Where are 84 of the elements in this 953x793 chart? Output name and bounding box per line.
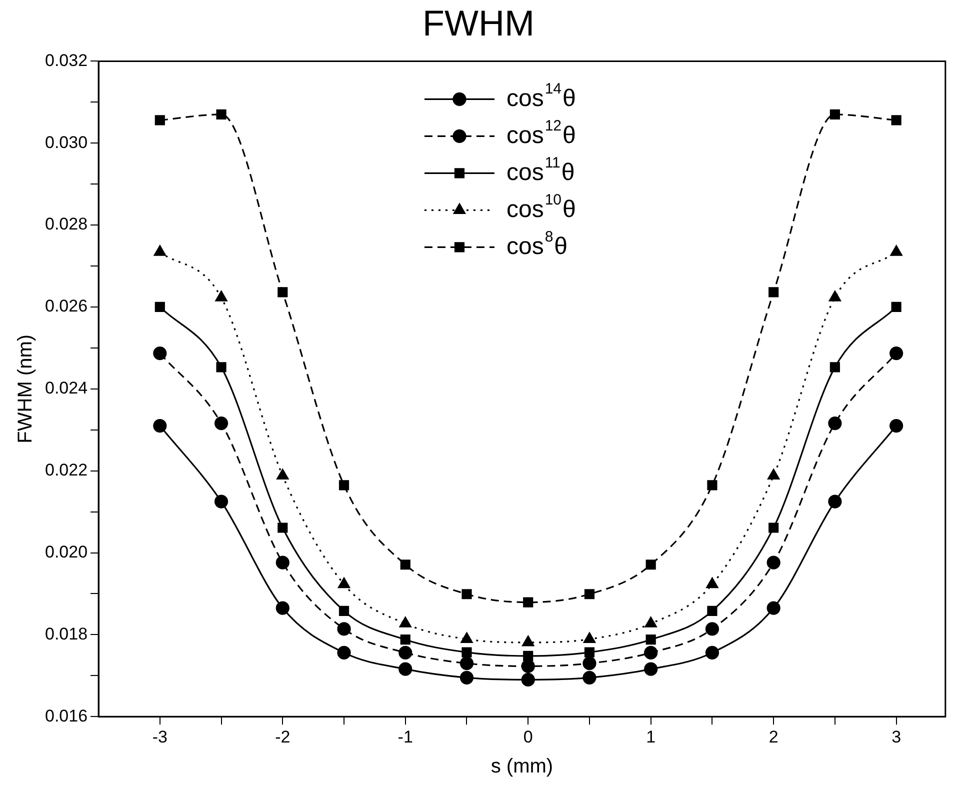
x-tick-label: -1 bbox=[398, 727, 413, 746]
point bbox=[460, 670, 474, 684]
point bbox=[891, 115, 902, 126]
point bbox=[828, 416, 842, 430]
point bbox=[338, 606, 350, 616]
point bbox=[705, 646, 720, 660]
point bbox=[154, 245, 166, 256]
point bbox=[644, 616, 657, 628]
point bbox=[830, 109, 840, 120]
y-axis-title: FWHM (nm) bbox=[14, 334, 37, 444]
point bbox=[462, 589, 472, 600]
y-tick-label: 0.016 bbox=[44, 706, 88, 726]
point bbox=[644, 646, 658, 660]
point bbox=[153, 418, 167, 433]
point bbox=[766, 601, 780, 615]
point bbox=[521, 659, 535, 674]
x-tick-label: 3 bbox=[892, 727, 902, 746]
point bbox=[154, 302, 165, 312]
point bbox=[338, 577, 350, 588]
point bbox=[828, 290, 841, 302]
point bbox=[521, 672, 535, 687]
point bbox=[584, 589, 595, 600]
point bbox=[216, 109, 226, 120]
point bbox=[214, 416, 228, 430]
point bbox=[215, 290, 228, 302]
x-tick-label: 1 bbox=[646, 727, 656, 746]
point bbox=[646, 560, 656, 570]
point bbox=[582, 656, 596, 670]
x-tick-label: 2 bbox=[768, 727, 778, 746]
point bbox=[768, 468, 780, 480]
point bbox=[398, 646, 412, 660]
point bbox=[583, 632, 596, 643]
point bbox=[582, 670, 596, 684]
point bbox=[707, 480, 718, 490]
point bbox=[337, 646, 351, 660]
point bbox=[830, 362, 840, 372]
point bbox=[890, 346, 904, 360]
y-tick-label: 0.024 bbox=[44, 378, 88, 398]
point bbox=[400, 634, 410, 645]
point bbox=[646, 634, 656, 645]
point bbox=[890, 245, 902, 256]
point bbox=[278, 522, 288, 533]
point bbox=[154, 115, 165, 126]
point bbox=[766, 556, 780, 570]
point bbox=[707, 606, 718, 616]
point bbox=[522, 636, 534, 646]
point bbox=[768, 287, 779, 298]
point bbox=[460, 656, 474, 670]
point bbox=[338, 480, 350, 490]
point bbox=[706, 577, 718, 588]
point bbox=[276, 601, 290, 615]
point bbox=[462, 647, 472, 658]
point bbox=[216, 362, 226, 372]
point bbox=[890, 418, 904, 433]
point bbox=[828, 494, 842, 508]
point bbox=[460, 632, 473, 643]
point bbox=[398, 662, 412, 676]
y-tick-label: 0.030 bbox=[44, 132, 88, 152]
x-tick-label: 0 bbox=[523, 727, 533, 746]
y-tick-label: 0.018 bbox=[44, 624, 88, 644]
y-tick-label: 0.026 bbox=[44, 296, 88, 316]
x-tick-label: -2 bbox=[275, 727, 290, 746]
x-tick-label: -3 bbox=[152, 727, 168, 746]
y-tick-label: 0.032 bbox=[44, 50, 88, 70]
point bbox=[705, 622, 720, 636]
point bbox=[523, 650, 534, 662]
chart-title: FWHM bbox=[422, 2, 534, 44]
y-tick-label: 0.022 bbox=[44, 460, 88, 480]
point bbox=[153, 346, 167, 360]
point bbox=[768, 522, 779, 533]
y-tick-label: 0.020 bbox=[44, 542, 88, 562]
point bbox=[337, 622, 351, 636]
point bbox=[276, 556, 290, 570]
point bbox=[523, 597, 534, 608]
point bbox=[214, 494, 228, 508]
point bbox=[400, 560, 410, 570]
point bbox=[399, 616, 412, 628]
point bbox=[278, 287, 288, 298]
point bbox=[276, 468, 289, 480]
x-axis-title: s (mm) bbox=[490, 756, 554, 778]
point bbox=[891, 302, 902, 312]
y-tick-label: 0.028 bbox=[44, 214, 88, 234]
point bbox=[644, 662, 658, 676]
point bbox=[584, 647, 595, 658]
